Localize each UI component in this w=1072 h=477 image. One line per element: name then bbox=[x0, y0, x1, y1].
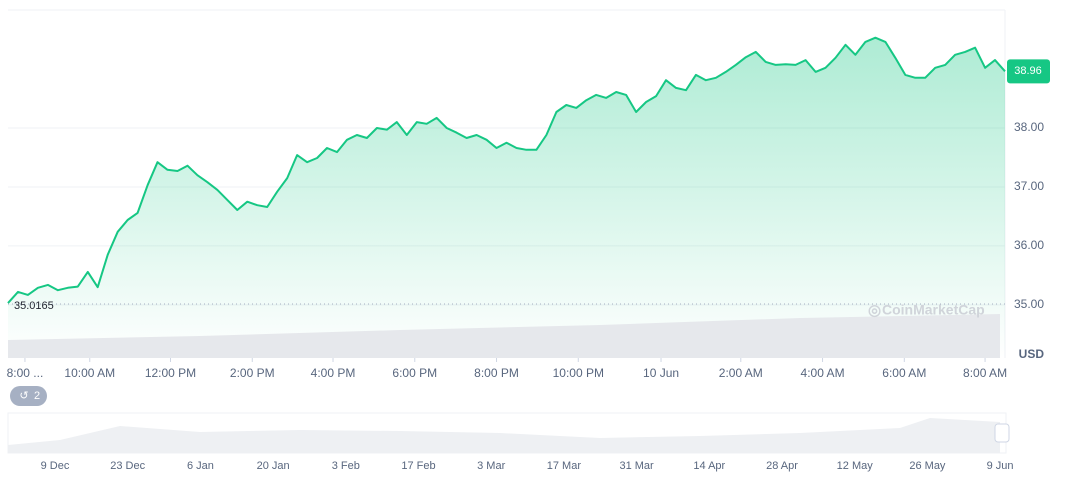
navigator-label: 3 Feb bbox=[332, 460, 360, 472]
y-tick-label: 35.00 bbox=[1014, 297, 1044, 311]
price-line bbox=[7, 36, 1006, 304]
navigator-label: 9 Dec bbox=[41, 460, 70, 472]
open-label: 35.0165 bbox=[14, 300, 54, 312]
navigator-handle[interactable] bbox=[994, 423, 1010, 443]
navigator-label: 12 May bbox=[837, 460, 874, 472]
navigator-label: 26 May bbox=[909, 460, 946, 472]
watermark: CoinMarketCap bbox=[882, 302, 985, 318]
watermark-logo: ◎ bbox=[868, 302, 881, 319]
events-badge-bg[interactable] bbox=[10, 386, 47, 406]
navigator-area bbox=[8, 418, 1000, 453]
line-area bbox=[8, 37, 1005, 358]
navigator-label: 3 Mar bbox=[477, 460, 505, 472]
y-tick-label: 36.00 bbox=[1014, 238, 1044, 252]
y-tick-label: 37.00 bbox=[1014, 179, 1044, 193]
navigator-label: 14 Apr bbox=[693, 460, 725, 472]
navigator-label: 17 Feb bbox=[401, 460, 435, 472]
x-tick-label: 8:00 ... bbox=[7, 366, 44, 380]
x-tick-label: 8:00 AM bbox=[963, 366, 1007, 380]
x-tick-label: 2:00 AM bbox=[719, 366, 763, 380]
navigator-label: 31 Mar bbox=[619, 460, 654, 472]
last-price-badge bbox=[1007, 59, 1050, 84]
navigator-label: 28 Apr bbox=[766, 460, 798, 472]
navigator-label: 20 Jan bbox=[257, 460, 290, 472]
volume-area bbox=[8, 314, 1000, 358]
events-icon: ↺ bbox=[19, 390, 28, 402]
last-price-label: 38.96 bbox=[1014, 65, 1042, 77]
x-tick-label: 6:00 AM bbox=[882, 366, 926, 380]
x-tick-label: 6:00 PM bbox=[392, 366, 437, 380]
navigator-label: 6 Jan bbox=[187, 460, 214, 472]
x-tick-label: 4:00 AM bbox=[801, 366, 845, 380]
x-tick-label: 12:00 PM bbox=[145, 366, 196, 380]
navigator-label: 17 Mar bbox=[547, 460, 582, 472]
x-tick-label: 10:00 PM bbox=[553, 366, 604, 380]
y-tick-label: 38.00 bbox=[1014, 120, 1044, 134]
currency: USD bbox=[1019, 347, 1045, 361]
x-tick-label: 10 Jun bbox=[643, 366, 679, 380]
x-tick-label: 8:00 PM bbox=[474, 366, 519, 380]
navigator-label: 9 Jun bbox=[987, 460, 1014, 472]
x-tick-label: 10:00 AM bbox=[64, 366, 115, 380]
navigator-label: 23 Dec bbox=[110, 460, 145, 472]
events-badge[interactable]: 2 bbox=[34, 390, 40, 402]
x-tick-label: 2:00 PM bbox=[230, 366, 275, 380]
x-tick-label: 4:00 PM bbox=[311, 366, 356, 380]
